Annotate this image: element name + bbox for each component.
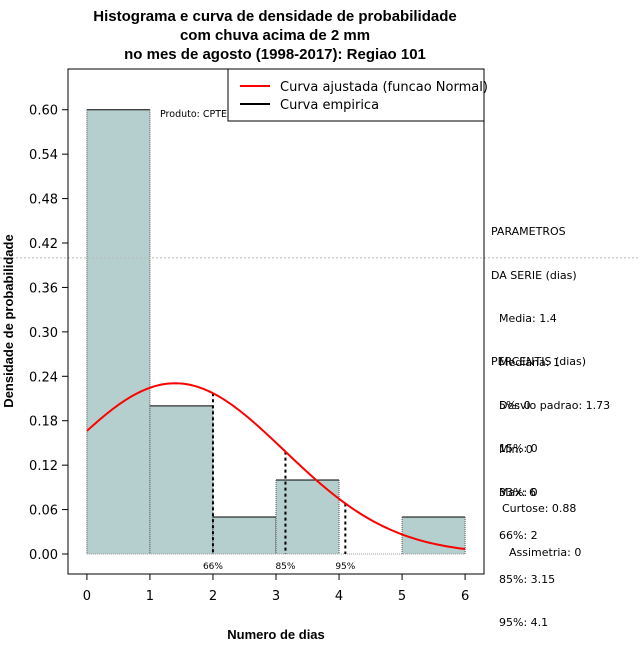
params-title-line-2: DA SERIE (dias) xyxy=(491,268,577,282)
x-tick-label-4: 4 xyxy=(335,589,343,604)
param-min: Min: 0 xyxy=(499,442,533,456)
percentil-95: 95%: 4.1 xyxy=(499,616,549,629)
shape-stats: Curtose: 0.88 Assimetria: 0 xyxy=(502,473,581,575)
x-axis: 0 1 2 3 4 5 6 xyxy=(83,574,469,604)
percentile-label-2: 95% xyxy=(335,562,355,572)
assimetria: Assimetria: 0 xyxy=(509,545,582,559)
legend-label-empirical: Curva empirica xyxy=(280,98,379,113)
y-tick-label-0: 0.00 xyxy=(29,548,58,563)
param-mediana: Mediana: 1 xyxy=(499,355,560,369)
percentil-66: 66%: 2 xyxy=(499,529,538,542)
percentil-85: 85%: 3.15 xyxy=(499,572,556,586)
chart-title-line-1: Histograma e curva de densidade de proba… xyxy=(93,8,456,25)
percentis-title: PERCENTIS (dias) xyxy=(491,355,587,368)
percentile-label-0: 66% xyxy=(203,562,223,572)
y-tick-label-5: 0.30 xyxy=(29,326,58,341)
y-tick-label-3: 0.18 xyxy=(29,415,58,430)
y-tick-label-6: 0.36 xyxy=(29,281,58,296)
y-axis: 0.00 0.06 0.12 0.18 0.24 0.30 0.36 0.42 0.48 0.54… xyxy=(29,104,68,563)
percentiles-block: PERCENTIS (dias) 5%: 0 15%: 0 33%: 0 66%… xyxy=(491,326,586,645)
x-tick-label-0: 0 xyxy=(83,589,91,604)
param-media: Media: 1.4 xyxy=(499,312,557,325)
y-tick-label-8: 0.48 xyxy=(29,193,58,208)
percentil-15: 15%: 0 xyxy=(499,442,538,455)
series-parameters: PARAMETROS DA SERIE (dias) Media: 1.4 Me… xyxy=(491,196,610,515)
y-tick-label-1: 0.06 xyxy=(29,504,58,519)
y-axis-label: Densidade de probabilidade xyxy=(1,234,16,407)
product-credit: Produto: CPTEC/INPE xyxy=(160,109,259,120)
chart-legend: Curva ajustada (funcao Normal) Curva emp… xyxy=(227,68,488,122)
percentile-lines: 66% 85% 95% xyxy=(203,393,356,572)
x-tick-label-6: 6 xyxy=(461,589,469,604)
chart-title: Histograma e curva de densidade de proba… xyxy=(93,8,456,63)
histogram-bar-1 xyxy=(149,405,213,555)
y-tick-label-9: 0.54 xyxy=(29,148,58,163)
legend-box xyxy=(227,68,485,122)
param-max: Max: 6 xyxy=(499,486,536,499)
curtose: Curtose: 0.88 xyxy=(502,502,577,515)
params-title-line-1: PARAMETROS xyxy=(491,225,566,238)
y-tick-label-4: 0.24 xyxy=(29,370,58,385)
histogram-bar-2 xyxy=(212,516,276,555)
x-axis-label: Numero de dias xyxy=(227,627,325,642)
percentile-label-1: 85% xyxy=(275,562,295,572)
x-tick-label-1: 1 xyxy=(146,589,154,604)
param-desvio: Desvio padrao: 1.73 xyxy=(499,399,611,412)
percentil-33: 33%: 0 xyxy=(499,485,538,499)
normal-fitted-curve xyxy=(86,382,466,551)
y-tick-label-7: 0.42 xyxy=(29,237,58,252)
histogram-bars xyxy=(86,109,466,555)
x-tick-label-2: 2 xyxy=(209,589,217,604)
y-tick-label-2: 0.12 xyxy=(29,459,58,474)
chart-title-line-2: com chuva acima de 2 mm xyxy=(180,27,370,44)
percentil-5: 5%: 0 xyxy=(499,398,531,412)
legend-label-fitted: Curva ajustada (funcao Normal) xyxy=(280,80,488,95)
histogram-bar-3 xyxy=(276,479,340,555)
x-tick-label-5: 5 xyxy=(398,589,406,604)
histogram-bar-0 xyxy=(86,109,150,555)
chart-title-line-3: no mes de agosto (1998-2017): Regiao 101 xyxy=(124,46,426,63)
y-tick-label-10: 0.60 xyxy=(29,104,58,119)
x-tick-label-3: 3 xyxy=(272,589,280,604)
